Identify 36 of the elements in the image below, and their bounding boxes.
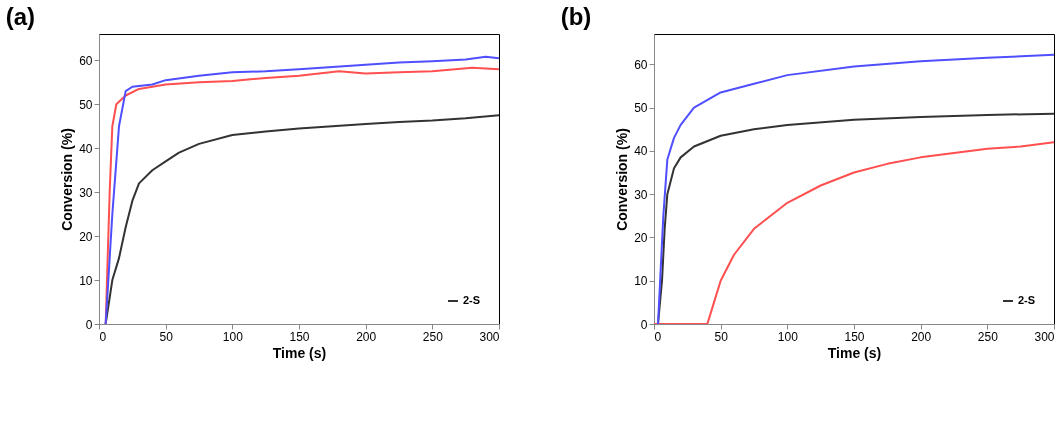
x-tick-label: 0 [99, 329, 107, 344]
x-tick-label: 300 [1034, 329, 1055, 344]
x-tick-label: 150 [844, 329, 865, 344]
y-tick-label: 0 [640, 317, 648, 332]
y-tick-label: 50 [79, 97, 93, 112]
y-tick-label: 0 [85, 317, 93, 332]
x-tick-label: 200 [356, 329, 377, 344]
x-axis-title: Time (s) [827, 344, 882, 361]
y-tick-label: 10 [79, 273, 93, 288]
x-tick-label: 0 [654, 329, 662, 344]
x-tick-label: 50 [159, 329, 174, 344]
x-axis-title: Time (s) [272, 344, 327, 361]
x-tick-label: 150 [289, 329, 310, 344]
x-tick-label: 200 [911, 329, 932, 344]
y-tick-label: 20 [634, 230, 648, 245]
x-tick-label: 250 [977, 329, 999, 344]
y-tick-label: 60 [634, 57, 648, 72]
y-tick-label: 30 [634, 187, 648, 202]
chart-title: (b) [560, 3, 592, 30]
x-tick-label: 250 [422, 329, 444, 344]
y-axis-title: Conversion (%) [59, 128, 76, 231]
y-tick-label: 40 [79, 141, 93, 156]
x-tick-label: 50 [714, 329, 729, 344]
y-tick-label: 30 [79, 185, 93, 200]
legend-label: 2-S [1018, 294, 1036, 306]
y-tick-label: 10 [634, 274, 648, 289]
y-tick-label: 20 [79, 229, 93, 244]
chart-title: (a) [5, 3, 35, 30]
y-axis-title: Conversion (%) [614, 128, 631, 231]
x-tick-label: 300 [479, 329, 500, 344]
y-tick-label: 40 [634, 144, 648, 159]
y-tick-label: 60 [79, 53, 93, 68]
x-tick-label: 100 [222, 329, 244, 344]
y-tick-label: 50 [634, 101, 648, 116]
x-tick-label: 100 [777, 329, 799, 344]
legend-label: 2-S [463, 294, 481, 306]
